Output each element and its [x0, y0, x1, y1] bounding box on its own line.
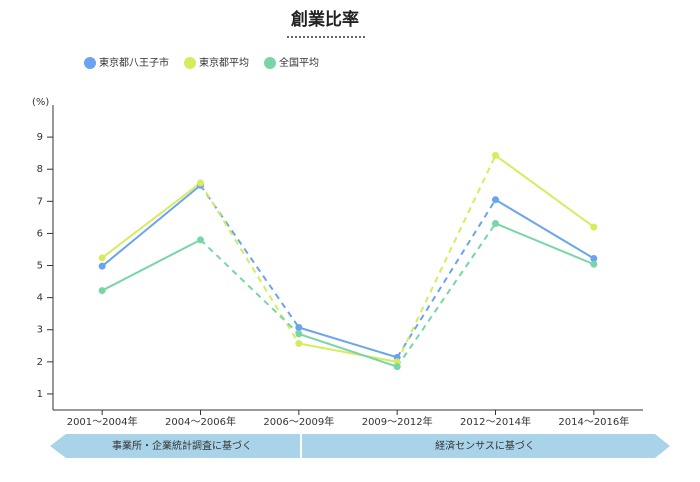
y-axis-label: (%): [32, 97, 49, 108]
y-tick-label: 9: [37, 132, 43, 143]
data-point: [590, 223, 598, 231]
y-tick-label: 6: [37, 228, 43, 239]
x-tick-label: 2001〜2004年: [67, 415, 138, 428]
band-label: 経済センサスに基づく: [435, 439, 535, 452]
band-arrow: [302, 434, 670, 458]
x-tick-label: 2004〜2006年: [165, 415, 236, 428]
line-segment: [494, 198, 595, 260]
data-point: [492, 196, 499, 204]
legend-marker: [184, 57, 196, 69]
line-segment: [396, 222, 497, 368]
line-segment: [298, 326, 398, 359]
data-point: [492, 151, 499, 159]
band-label: 事業所・企業統計調査に基づく: [112, 439, 252, 452]
line-segment: [199, 239, 300, 335]
y-tick-label: 1: [37, 389, 43, 400]
data-point: [393, 363, 401, 371]
data-point: [492, 219, 499, 227]
legend-marker: [264, 57, 276, 69]
legend-label: 東京都平均: [199, 56, 249, 69]
line-segment: [101, 182, 202, 259]
x-tick-label: 2009〜2012年: [362, 415, 433, 428]
line-segment: [396, 154, 497, 363]
data-point: [98, 254, 106, 262]
line-segment: [494, 154, 595, 228]
data-point: [295, 340, 303, 348]
legend-label: 東京都八王子市: [99, 56, 169, 69]
x-tick-label: 2006〜2009年: [263, 415, 334, 428]
y-tick-label: 5: [37, 261, 43, 272]
data-point: [98, 287, 106, 295]
band-arrow: [50, 434, 300, 458]
line-segment: [199, 184, 300, 329]
line-segment: [298, 342, 398, 363]
data-point: [197, 236, 204, 244]
data-point: [197, 179, 204, 187]
line-segment: [199, 182, 300, 345]
chart-title: 創業比率: [290, 9, 359, 30]
y-tick-label: 4: [37, 293, 43, 304]
line-segment: [396, 199, 497, 358]
y-tick-label: 2: [37, 357, 43, 368]
y-tick-label: 8: [37, 164, 43, 175]
legend-marker: [84, 57, 96, 69]
data-point: [295, 323, 303, 331]
x-tick-label: 2012〜2014年: [460, 415, 531, 428]
data-point: [295, 330, 303, 338]
legend-label: 全国平均: [279, 56, 319, 69]
line-segment: [298, 332, 398, 368]
data-point: [590, 254, 598, 262]
y-tick-label: 3: [37, 325, 43, 336]
line-segment: [101, 184, 202, 267]
line-segment: [101, 238, 201, 292]
line-segment: [495, 222, 595, 266]
y-tick-label: 7: [37, 196, 43, 207]
data-point: [393, 358, 401, 366]
x-tick-label: 2014〜2016年: [558, 415, 629, 428]
data-point: [590, 260, 598, 268]
data-point: [98, 262, 106, 270]
